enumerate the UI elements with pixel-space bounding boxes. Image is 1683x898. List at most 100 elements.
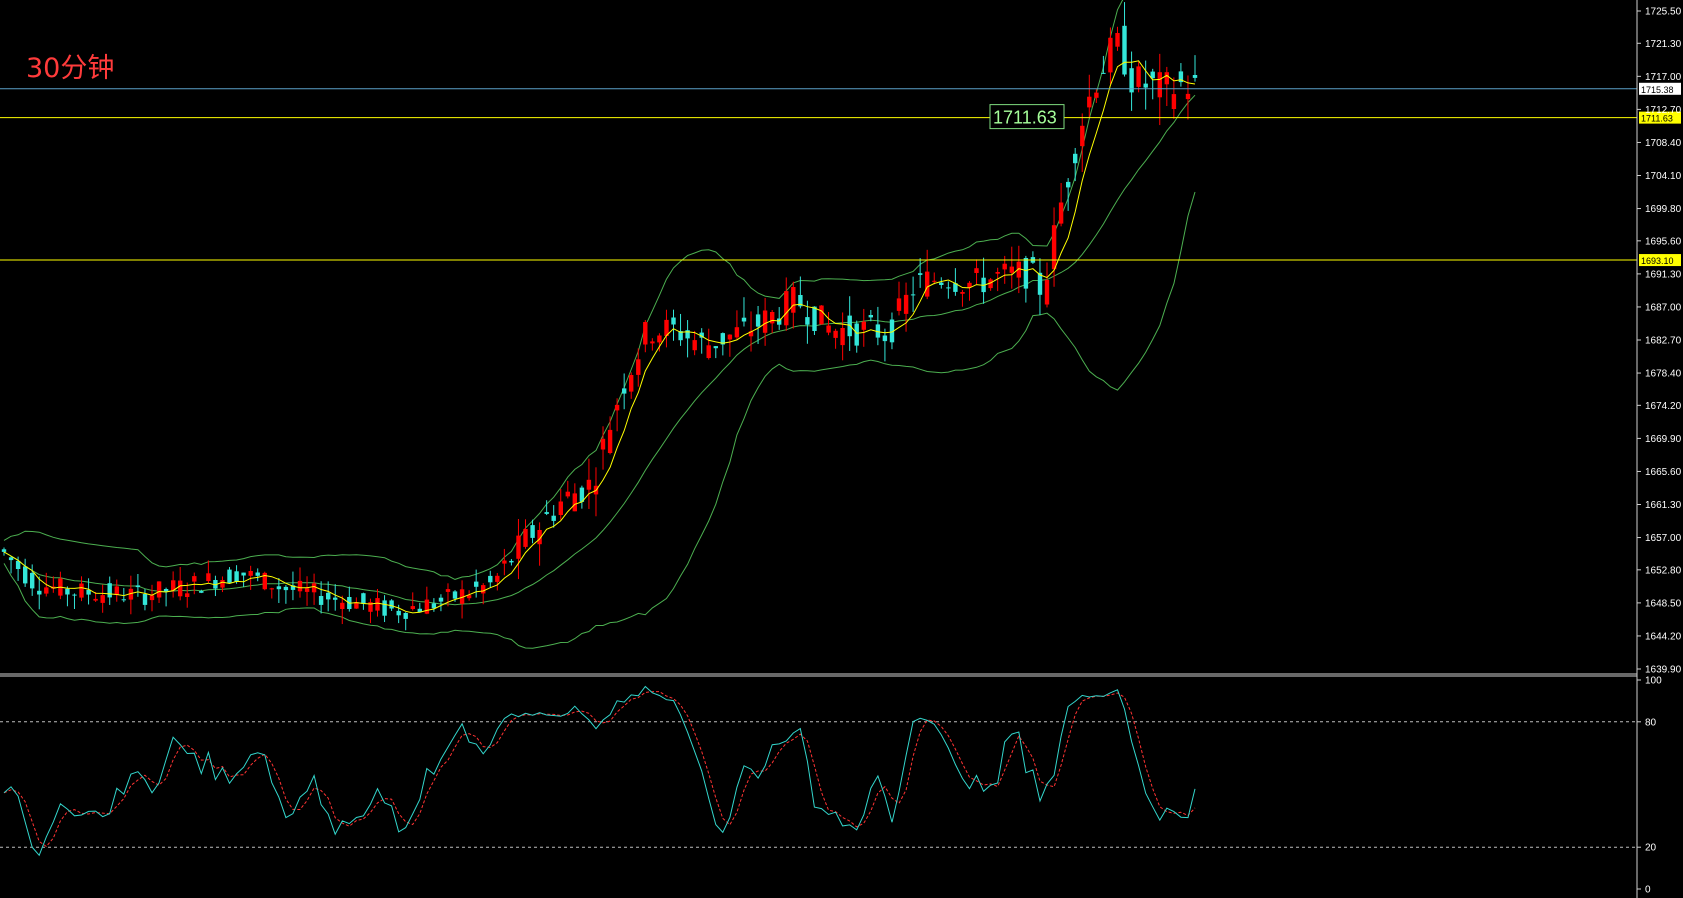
candle-body (192, 576, 197, 582)
candle (953, 268, 958, 296)
candle-body (368, 602, 373, 612)
candle (896, 281, 902, 316)
candle (1164, 66, 1169, 107)
candle-body (819, 305, 824, 325)
candle (283, 585, 289, 604)
candle-body (1192, 75, 1198, 78)
candle-body (791, 287, 796, 313)
oscillator-panel[interactable] (0, 685, 1637, 857)
candle (523, 519, 528, 549)
candle (854, 320, 859, 353)
candle (586, 458, 592, 509)
candle (333, 584, 338, 611)
candle (1023, 255, 1029, 303)
candle-body (614, 404, 620, 411)
candle (1136, 61, 1141, 93)
candle-body (910, 294, 916, 296)
price-tick-label: 1661.30 (1645, 500, 1682, 511)
candle-body (474, 581, 479, 587)
price-tick-label: 1669.90 (1645, 434, 1682, 445)
candle-body (72, 594, 77, 596)
candle-body (925, 271, 930, 297)
candle-body (445, 589, 451, 592)
candle-body (44, 587, 49, 594)
candle-body (664, 319, 669, 336)
candle-body (650, 341, 655, 344)
candle-body (1016, 261, 1021, 278)
candle (706, 328, 711, 360)
candle-body (1023, 258, 1029, 289)
candle-body (1129, 68, 1134, 93)
candle (466, 590, 472, 601)
candle (149, 584, 155, 612)
candle-body (1122, 25, 1127, 75)
candle (1058, 182, 1064, 227)
candle (981, 257, 986, 304)
candle (1030, 251, 1036, 264)
candle-body (1143, 83, 1148, 88)
candle-body (1108, 37, 1113, 73)
bollinger-middle (3, 94, 1196, 606)
candle (255, 568, 260, 582)
candle (1002, 255, 1007, 284)
candle (939, 277, 944, 289)
candle-body (1157, 72, 1162, 98)
candle (988, 277, 993, 291)
candle (276, 578, 282, 604)
candle (607, 416, 613, 455)
candle-body (798, 295, 803, 307)
candle-body (1044, 280, 1050, 305)
candle-body (459, 589, 465, 604)
price-tag: 1715.38 (1639, 82, 1681, 95)
candle (382, 595, 387, 623)
candle-body (1037, 272, 1043, 295)
candle (185, 582, 190, 608)
candle-body (741, 317, 747, 322)
candle-body (375, 598, 380, 611)
candle (1101, 55, 1106, 74)
candle (241, 572, 246, 588)
candle (135, 573, 141, 597)
candle (459, 580, 465, 619)
price-tick-label: 1678.40 (1645, 369, 1682, 380)
candle-body (537, 530, 542, 545)
candle (121, 587, 126, 603)
candle-body (720, 333, 725, 345)
candle (727, 334, 733, 357)
candle-body (297, 580, 303, 592)
candle (417, 602, 422, 613)
candle-body (100, 595, 105, 603)
candle (1122, 2, 1127, 77)
candle (622, 373, 627, 410)
candle (755, 305, 761, 344)
candle-body (875, 324, 881, 338)
candle (918, 258, 923, 288)
candle-body (318, 596, 324, 605)
candle (1157, 53, 1162, 126)
candle (199, 589, 204, 594)
price-annotation-label: 1711.63 (993, 108, 1057, 128)
candle (741, 297, 747, 327)
candle (163, 587, 169, 607)
candle (614, 398, 620, 432)
candle (1044, 262, 1050, 308)
price-tag-label: 1693.10 (1641, 256, 1674, 266)
candle-body (918, 273, 923, 275)
candle (720, 332, 725, 356)
candle-body (805, 317, 810, 325)
candle (664, 309, 669, 348)
price-tag-label: 1715.38 (1641, 85, 1674, 95)
candle-body (326, 592, 331, 600)
candle (1087, 74, 1092, 118)
candle (23, 558, 28, 587)
oscillator-tick-label: 0 (1645, 885, 1651, 896)
candle-body (1058, 202, 1064, 224)
main-price-panel[interactable]: 1711.63 (0, 0, 1637, 649)
candle-body (1185, 93, 1191, 100)
candle-body (354, 602, 359, 609)
candle (889, 312, 895, 350)
candle (636, 348, 641, 387)
candle (819, 305, 824, 325)
